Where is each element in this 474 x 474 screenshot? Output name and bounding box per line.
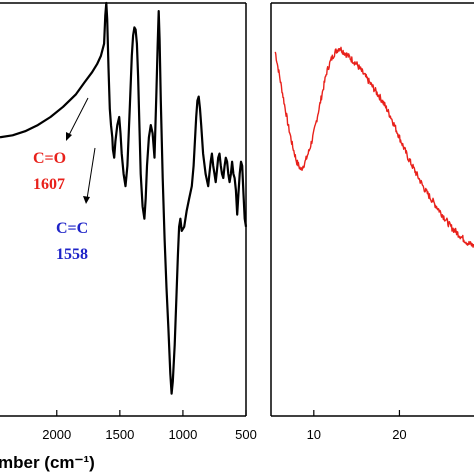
ftir-x-ticks: 2000 1500 1000 500 (42, 410, 257, 442)
xrd-tick-label: 20 (392, 427, 406, 442)
xrd-tick-label: 10 (307, 427, 321, 442)
arrow-cc (86, 147, 96, 200)
ftir-annotation-arrows (66, 97, 96, 204)
ftir-x-axis-label: mber (cm⁻¹) (0, 453, 95, 472)
xrd-panel: 10 20 (270, 2, 474, 442)
annotation-co-value: 1607 (33, 176, 65, 193)
ftir-tick-label: 1000 (168, 427, 197, 442)
ftir-tick-label: 1500 (105, 427, 134, 442)
ftir-tick-label: 2000 (42, 427, 71, 442)
xrd-x-ticks: 10 20 (307, 410, 407, 442)
ftir-spectrum-line (0, 1, 248, 395)
annotation-cc-label: C=C (56, 220, 88, 237)
arrow-cc-head (83, 196, 90, 204)
xrd-pattern-line (274, 46, 474, 248)
ftir-tick-label: 500 (235, 427, 257, 442)
arrow-co-head (66, 132, 72, 141)
annotation-cc-value: 1558 (56, 246, 88, 263)
annotation-co-label: C=O (33, 150, 66, 167)
ftir-panel: 2000 1500 1000 500 mber (cm⁻¹) C=O 1607 C=C… (0, 1, 257, 472)
arrow-co (67, 97, 89, 138)
